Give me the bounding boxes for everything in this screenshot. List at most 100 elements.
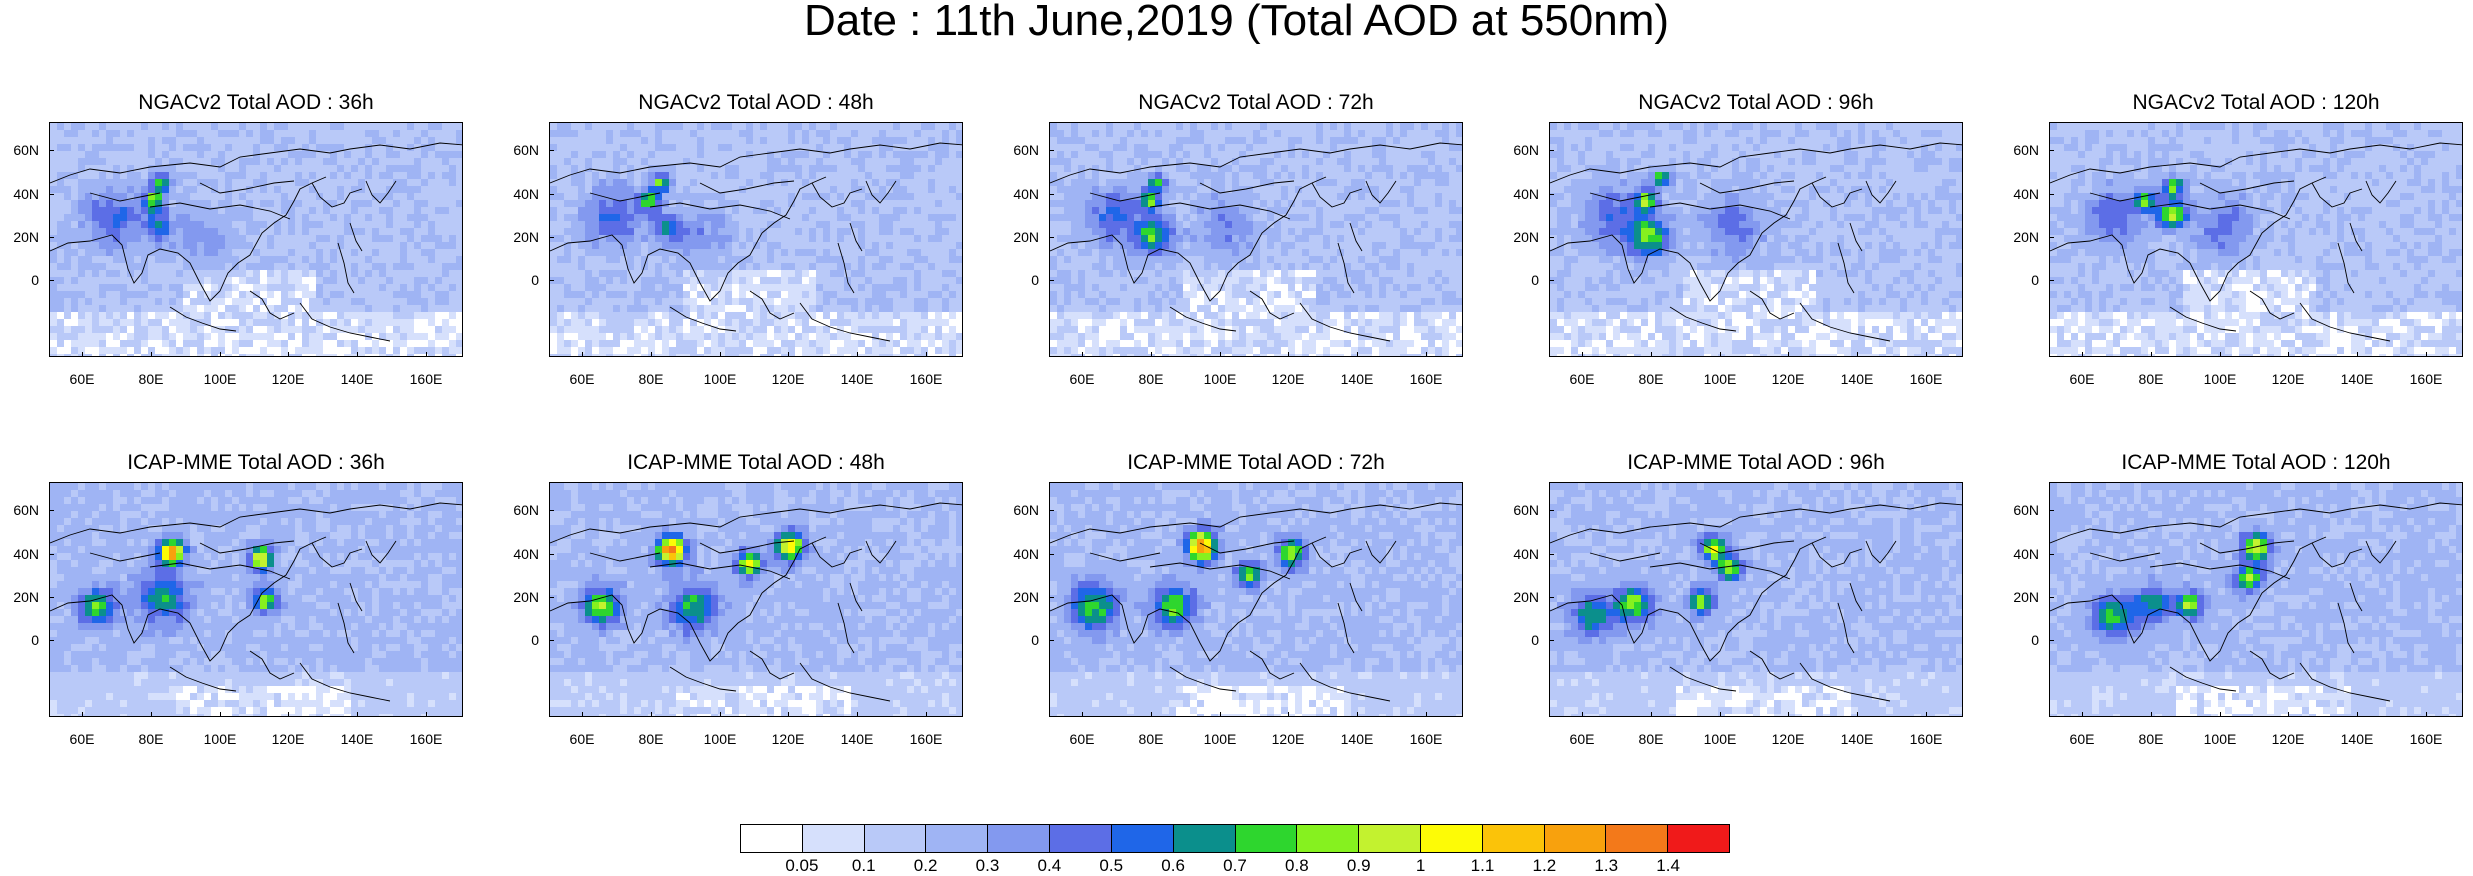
lon-tick [2151,352,2152,357]
lon-tick-label: 60E [1570,371,1595,387]
lon-tick [2357,712,2358,717]
lon-tick-label: 160E [410,731,443,747]
lat-tick-label: 20N [1513,589,1539,605]
lat-tick-label: 40N [1513,186,1539,202]
lat-tick [1549,280,1554,281]
lon-tick [582,712,583,717]
lat-tick-label: 20N [13,229,39,245]
lat-tick [1049,510,1054,511]
lon-tick-label: 140E [2341,371,2374,387]
lat-tick [49,150,54,151]
colorbar-box [803,825,865,852]
lon-tick-label: 140E [341,731,374,747]
lon-tick [2426,712,2427,717]
lat-tick [2049,510,2054,511]
lon-tick [1720,712,1721,717]
lon-tick [788,712,789,717]
lat-tick [1049,554,1054,555]
lon-tick [2082,352,2083,357]
lat-tick-label: 40N [13,186,39,202]
colorbar-box [1174,825,1236,852]
lon-tick [1720,352,1721,357]
panel-title: NGACv2 Total AOD : 120h [2009,91,2473,115]
lon-tick-label: 80E [1139,731,1164,747]
lon-tick-label: 80E [2139,731,2164,747]
aod-field [1550,483,1963,717]
lon-tick-label: 120E [2272,371,2305,387]
colorbar-box [1668,825,1729,852]
lon-tick [1651,352,1652,357]
lat-tick [549,237,554,238]
lon-tick [151,712,152,717]
lon-tick [1788,352,1789,357]
lat-tick [1049,194,1054,195]
lat-tick [1549,640,1554,641]
lat-tick-label: 0 [1531,632,1539,648]
lon-tick-label: 120E [2272,731,2305,747]
lat-tick-label: 60N [2013,142,2039,158]
lat-tick-label: 60N [1513,142,1539,158]
lon-tick [1426,352,1427,357]
lon-tick-label: 60E [1570,731,1595,747]
lon-tick [1357,712,1358,717]
lon-tick [2357,352,2358,357]
lon-tick [357,352,358,357]
lon-tick-label: 120E [1272,371,1305,387]
lon-tick [857,352,858,357]
lat-tick-label: 20N [2013,229,2039,245]
lat-tick [49,510,54,511]
lon-tick [1220,352,1221,357]
lat-tick-label: 20N [1513,229,1539,245]
colorbar-label: 1.2 [1533,856,1557,876]
lat-tick [49,554,54,555]
lat-tick [549,280,554,281]
colorbar-label: 0.1 [852,856,876,876]
aod-field [1050,123,1463,357]
panel-title: ICAP-MME Total AOD : 48h [509,451,1003,475]
lat-tick [1049,280,1054,281]
lon-tick-label: 120E [1772,731,1805,747]
lat-tick [1049,640,1054,641]
lat-tick [2049,554,2054,555]
colorbar-label: 0.5 [1099,856,1123,876]
lon-tick [1651,712,1652,717]
colorbar-label: 1 [1416,856,1425,876]
lon-tick-label: 100E [204,371,237,387]
colorbar-box [1236,825,1298,852]
lat-tick-label: 20N [513,229,539,245]
lon-tick [788,352,789,357]
lon-tick-label: 120E [1772,371,1805,387]
lat-tick-label: 60N [13,142,39,158]
lon-tick-label: 100E [704,731,737,747]
lon-tick-label: 160E [1910,371,1943,387]
aod-map [2049,482,2463,717]
lon-tick [1788,712,1789,717]
lon-tick-label: 80E [639,731,664,747]
lon-tick-label: 120E [772,371,805,387]
colorbar-label: 0.6 [1161,856,1185,876]
lon-tick-label: 100E [204,731,237,747]
colorbar-box [988,825,1050,852]
lon-tick-label: 100E [1204,371,1237,387]
aod-map [549,482,963,717]
lon-tick-label: 160E [910,371,943,387]
lat-tick [1549,237,1554,238]
lon-tick [1926,352,1927,357]
lon-tick-label: 80E [139,371,164,387]
lon-tick-label: 60E [2070,371,2095,387]
colorbar-box [1297,825,1359,852]
colorbar-box [865,825,927,852]
lon-tick [1220,712,1221,717]
lat-tick-label: 20N [2013,589,2039,605]
lon-tick [1151,352,1152,357]
lon-tick-label: 100E [1204,731,1237,747]
lon-tick-label: 120E [272,371,305,387]
lat-tick-label: 0 [1031,272,1039,288]
lon-tick-label: 100E [2204,731,2237,747]
lat-tick [1549,150,1554,151]
